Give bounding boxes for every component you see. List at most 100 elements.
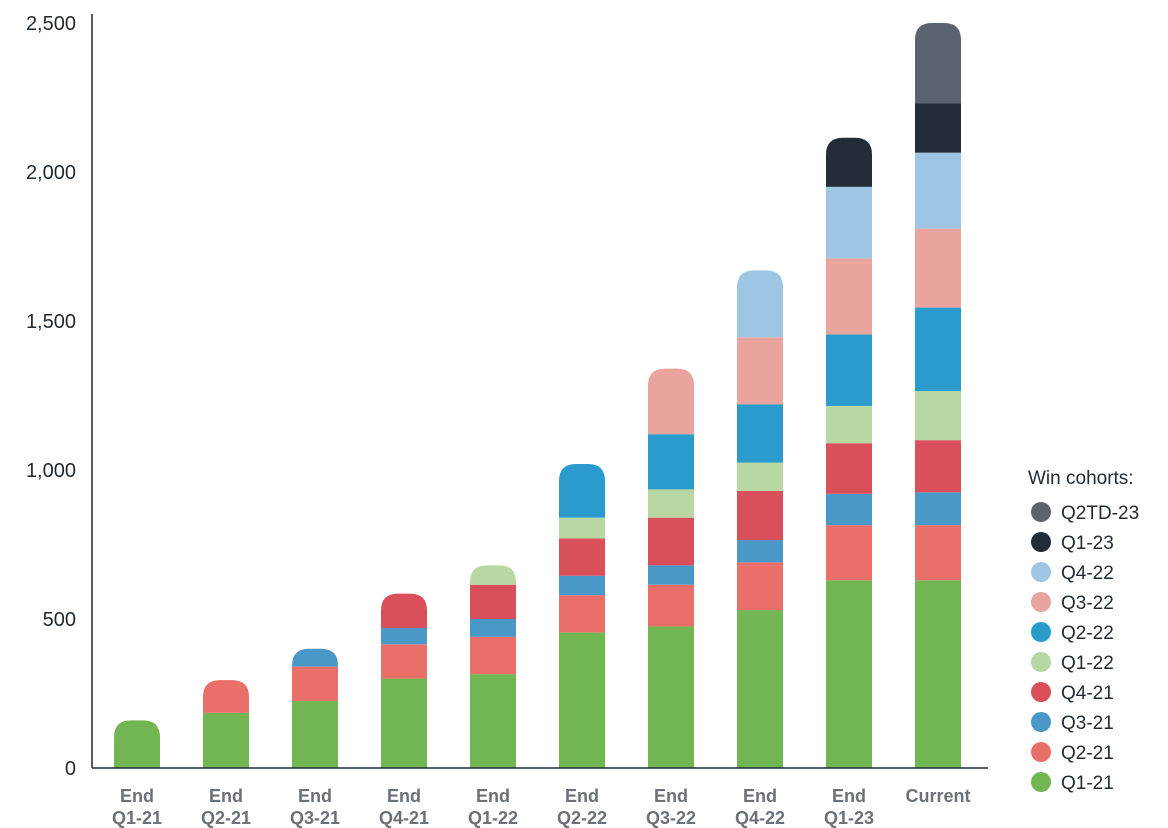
bar-end-q1-22-segment-q4-21: [470, 584, 516, 619]
y-tick-label: 500: [43, 609, 76, 631]
bars-group: [114, 23, 961, 768]
x-tick-label: End: [743, 786, 777, 806]
legend-swatch-q2td-23: [1031, 502, 1051, 522]
bar-end-q4-22-segment-q2-22: [737, 404, 783, 463]
bar-end-q4-22-segment-q2-21: [737, 562, 783, 611]
bar-end-q1-23-segment-q1-22: [826, 405, 872, 444]
bar-end-q2-22-segment-q2-21: [559, 595, 605, 633]
bar-end-q1-23-segment-q2-21: [826, 525, 872, 581]
bar-end-q4-22-segment-q1-22: [737, 462, 783, 491]
legend-label-q4-21: Q4-21: [1061, 683, 1114, 704]
legend-swatch-q2-21: [1031, 742, 1051, 762]
bar-current-segment-q2td-23: [915, 23, 961, 104]
bar-end-q1-21-segment-q1-21: [114, 720, 160, 768]
x-tick-label: Q1-22: [468, 808, 518, 828]
bar-end-q3-22-segment-q2-22: [648, 434, 694, 490]
legend-swatch-q2-22: [1031, 622, 1051, 642]
legend-label-q2-21: Q2-21: [1061, 743, 1114, 764]
y-tick-labels: 0 500 1,000 1,500 2,000 2,500: [26, 13, 76, 780]
bar-end-q3-22-segment-q1-21: [648, 626, 694, 768]
bar-current-segment-q1-23: [915, 103, 961, 153]
bar-end-q1-23-segment-q1-21: [826, 580, 872, 768]
x-tick-label: End: [476, 786, 510, 806]
bar-end-q4-22-segment-q1-21: [737, 610, 783, 768]
bar-end-q2-22-segment-q4-21: [559, 538, 605, 576]
legend-title: Win cohorts:: [1028, 468, 1134, 489]
legend-swatch-q3-22: [1031, 592, 1051, 612]
bar-end-q4-22-segment-q3-22: [737, 337, 783, 405]
bar-current-segment-q1-22: [915, 391, 961, 441]
bar-end-q4-22-segment-q4-22: [737, 270, 783, 338]
legend-label-q1-22: Q1-22: [1061, 653, 1114, 674]
x-tick-label: Q4-21: [379, 808, 429, 828]
bar-end-q4-21-segment-q2-21: [381, 644, 427, 679]
x-tick-label: End: [832, 786, 866, 806]
legend: Win cohorts: Q2TD-23 Q1-23 Q4-22 Q3-22 Q2-22…: [1028, 468, 1139, 794]
bar-end-q1-22-segment-q2-21: [470, 636, 516, 675]
bar-end-q1-23-segment-q2-22: [826, 334, 872, 406]
bar-end-q1-23-segment-q3-22: [826, 258, 872, 335]
legend-label-q3-22: Q3-22: [1061, 593, 1114, 614]
x-tick-label: Q2-22: [557, 808, 607, 828]
y-tick-label: 2,000: [26, 162, 76, 184]
bar-end-q4-22-segment-q3-21: [737, 540, 783, 563]
x-tick-label: End: [387, 786, 421, 806]
bar-current-segment-q4-22: [915, 152, 961, 229]
bar-end-q1-22-segment-q3-21: [470, 619, 516, 637]
legend-swatch-q3-21: [1031, 712, 1051, 732]
bar-end-q3-22-segment-q2-21: [648, 584, 694, 627]
x-tick-label: Current: [905, 786, 970, 806]
bar-current-segment-q2-21: [915, 525, 961, 581]
bar-current-segment-q1-21: [915, 580, 961, 768]
x-tick-label: Q2-21: [201, 808, 251, 828]
x-tick-label: Q1-21: [112, 808, 162, 828]
legend-label-q4-22: Q4-22: [1061, 563, 1114, 584]
bar-end-q1-23-segment-q3-21: [826, 493, 872, 526]
bar-end-q3-22-segment-q3-21: [648, 565, 694, 585]
bar-end-q2-21-segment-q1-21: [203, 712, 249, 768]
legend-label-q2td-23: Q2TD-23: [1061, 503, 1139, 524]
bar-end-q1-22-segment-q1-21: [470, 674, 516, 768]
x-tick-label: End: [120, 786, 154, 806]
x-tick-label: End: [298, 786, 332, 806]
bar-end-q3-22-segment-q4-21: [648, 517, 694, 566]
bar-current-segment-q4-21: [915, 440, 961, 493]
bar-end-q2-21-segment-q2-21: [203, 680, 249, 713]
bar-end-q1-23-segment-q1-23: [826, 137, 872, 187]
legend-swatch-q1-23: [1031, 532, 1051, 552]
bar-end-q1-23-segment-q4-22: [826, 186, 872, 259]
bar-end-q1-22-segment-q1-22: [470, 565, 516, 585]
legend-label-q1-23: Q1-23: [1061, 533, 1114, 554]
bar-end-q4-22-segment-q4-21: [737, 490, 783, 541]
bar-current-segment-q2-22: [915, 307, 961, 392]
x-tick-label: End: [565, 786, 599, 806]
bar-end-q2-22-segment-q3-21: [559, 575, 605, 596]
bar-end-q4-21-segment-q4-21: [381, 593, 427, 628]
bar-end-q3-21-segment-q2-21: [292, 666, 338, 701]
legend-label-q2-22: Q2-22: [1061, 623, 1114, 644]
x-tick-label: Q4-22: [735, 808, 785, 828]
bar-end-q2-22-segment-q2-22: [559, 464, 605, 518]
y-tick-label: 1,500: [26, 311, 76, 333]
x-tick-label: End: [654, 786, 688, 806]
bar-end-q1-23-segment-q4-21: [826, 443, 872, 494]
legend-label-q3-21: Q3-21: [1061, 713, 1114, 734]
bar-end-q3-22-segment-q3-22: [648, 368, 694, 435]
legend-swatch-q4-22: [1031, 562, 1051, 582]
bar-end-q4-21-segment-q3-21: [381, 627, 427, 645]
bar-current-segment-q3-21: [915, 492, 961, 526]
bar-end-q3-21-segment-q3-21: [292, 648, 338, 667]
x-tick-label: Q3-22: [646, 808, 696, 828]
bar-end-q2-22-segment-q1-21: [559, 632, 605, 768]
legend-swatch-q1-22: [1031, 652, 1051, 672]
x-tick-label: Q3-21: [290, 808, 340, 828]
y-tick-label: 2,500: [26, 13, 76, 35]
bar-end-q3-21-segment-q1-21: [292, 700, 338, 768]
legend-swatch-q4-21: [1031, 682, 1051, 702]
x-tick-labels: EndQ1-21EndQ2-21EndQ3-21EndQ4-21EndQ1-22…: [112, 786, 971, 828]
legend-label-q1-21: Q1-21: [1061, 773, 1114, 794]
x-tick-label: End: [209, 786, 243, 806]
legend-swatch-q1-21: [1031, 772, 1051, 792]
bar-end-q3-22-segment-q1-22: [648, 489, 694, 518]
